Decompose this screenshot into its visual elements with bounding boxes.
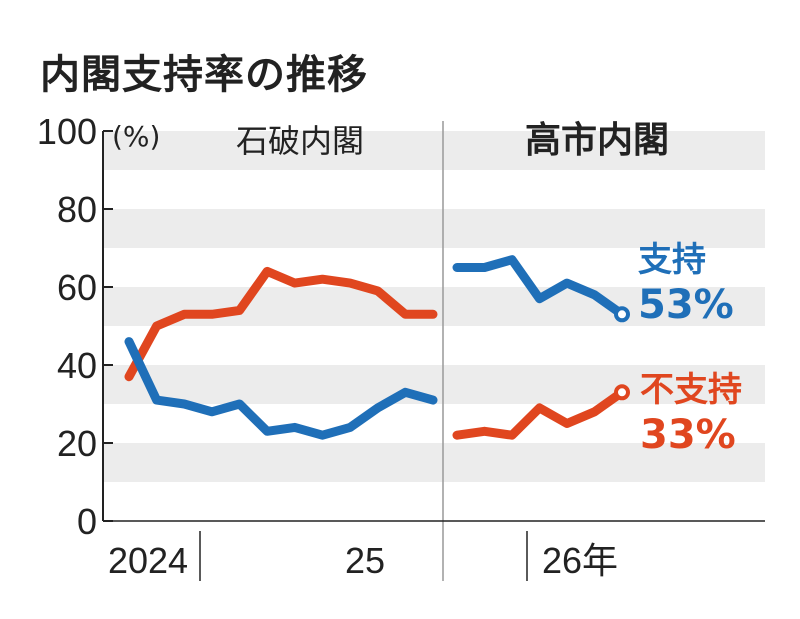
grid-band	[103, 131, 765, 170]
x-tick-label: 26年	[542, 540, 618, 581]
y-tick-label: 40	[57, 345, 97, 386]
grid-band	[103, 209, 765, 248]
y-tick-label: 60	[57, 267, 97, 308]
period-label: 石破内閣	[236, 122, 364, 160]
x-tick-label: 25	[345, 540, 385, 581]
chart-title: 内閣支持率の推移	[40, 52, 368, 98]
y-tick-label: 0	[77, 501, 97, 542]
grid-band	[103, 443, 765, 482]
support-value-label: 53%	[638, 282, 734, 328]
support-latest-marker	[614, 306, 630, 323]
grid-band	[103, 287, 765, 326]
x-tick-label: 2024	[108, 540, 188, 581]
nonsupport-latest-marker	[614, 384, 630, 401]
y-axis-unit: (%)	[112, 120, 160, 153]
y-tick-label: 100	[37, 111, 97, 152]
nonsupport-value-label: 33%	[640, 412, 736, 458]
nonsupport-legend-label: 不支持	[640, 370, 742, 410]
y-tick-label: 80	[57, 189, 97, 230]
period-label: 高市内閣	[525, 120, 669, 161]
y-tick-label: 20	[57, 423, 97, 464]
support-legend-label: 支持	[638, 240, 706, 280]
nonsupport-line	[124, 266, 438, 382]
support-line	[124, 337, 438, 440]
